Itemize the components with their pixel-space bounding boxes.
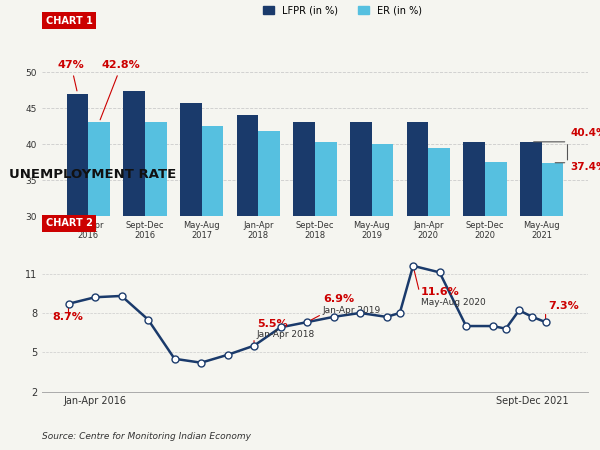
Bar [259, 131, 280, 432]
Bar [67, 94, 88, 432]
Bar [485, 162, 506, 432]
Bar [542, 163, 563, 432]
Bar [407, 122, 428, 432]
Text: 47%: 47% [58, 60, 85, 91]
Legend: LFPR (in %), ER (in %): LFPR (in %), ER (in %) [259, 1, 426, 19]
Text: 37.4%: 37.4% [571, 162, 600, 172]
Bar [293, 122, 315, 432]
Bar [180, 103, 202, 432]
Bar [237, 115, 259, 432]
Text: Jan-Apr 2019: Jan-Apr 2019 [323, 306, 381, 315]
Text: 11.6%: 11.6% [421, 287, 460, 297]
Bar [202, 126, 223, 432]
Text: 42.8%: 42.8% [100, 60, 140, 120]
Text: 40.4%: 40.4% [571, 128, 600, 138]
Text: May-Aug 2020: May-Aug 2020 [421, 298, 486, 307]
Text: Source: Centre for Monitoring Indian Economy: Source: Centre for Monitoring Indian Eco… [42, 432, 251, 441]
Bar [520, 142, 542, 432]
Bar [428, 148, 450, 432]
Bar [145, 122, 167, 432]
Bar [371, 144, 393, 432]
Bar [463, 142, 485, 432]
Text: CHART 2: CHART 2 [46, 218, 92, 228]
Text: 8.7%: 8.7% [53, 311, 83, 321]
Text: CHART 1: CHART 1 [46, 16, 92, 26]
Bar [315, 142, 337, 432]
Text: Jan-Apr 2018: Jan-Apr 2018 [257, 329, 315, 338]
Bar [88, 122, 110, 432]
Text: UNEMPLOYMENT RATE: UNEMPLOYMENT RATE [9, 168, 176, 181]
Text: 6.9%: 6.9% [323, 294, 354, 305]
Bar [350, 122, 371, 432]
Bar [124, 91, 145, 432]
Text: 5.5%: 5.5% [257, 320, 287, 329]
Text: 7.3%: 7.3% [548, 301, 579, 311]
